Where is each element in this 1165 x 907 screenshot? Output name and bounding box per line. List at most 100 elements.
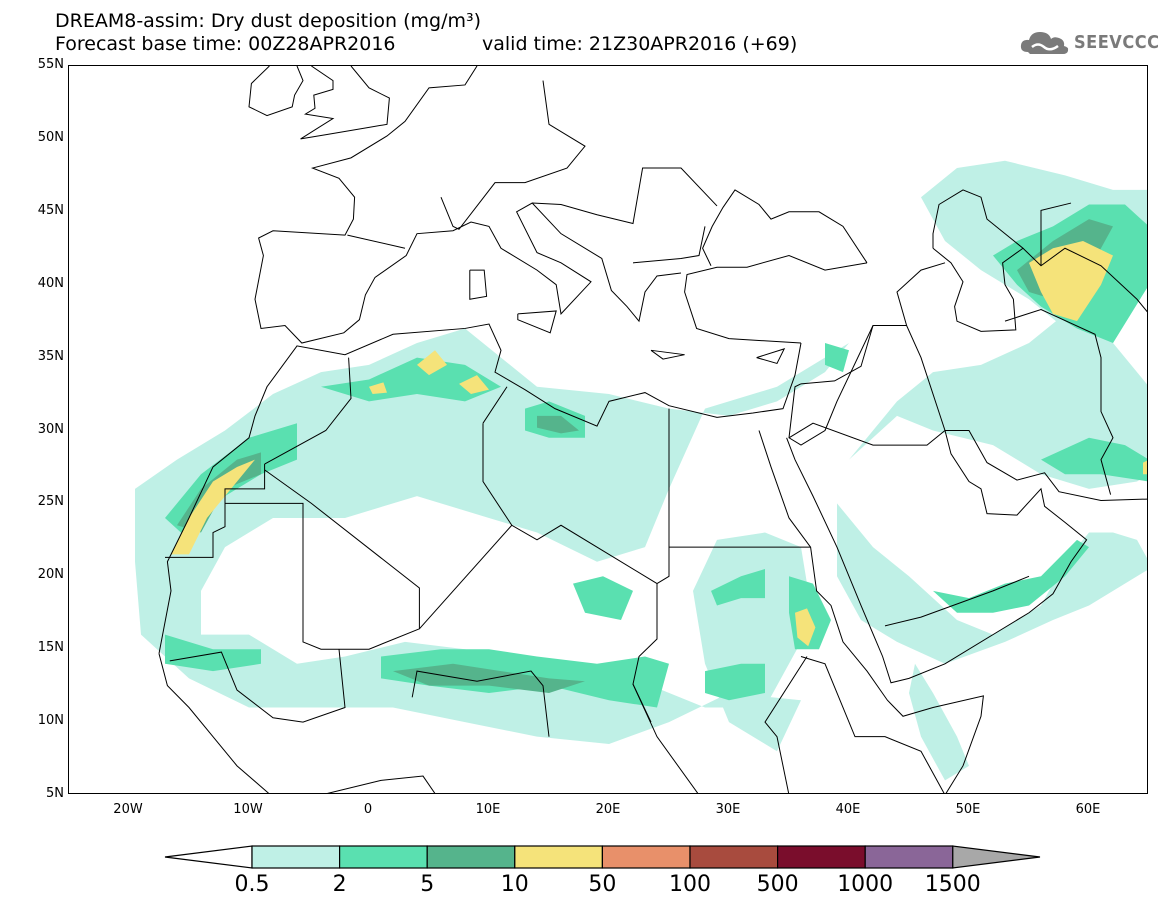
colorbar-high-arrow <box>952 845 1041 869</box>
lat-label: 35N <box>37 348 64 364</box>
lat-label: 15N <box>37 640 64 656</box>
lat-label: 55N <box>37 57 64 72</box>
colorbar-label: 1500 <box>924 872 981 897</box>
colorbar-label: 5 <box>420 872 435 897</box>
coast-ireland <box>248 66 304 117</box>
border-balkans <box>532 167 718 225</box>
coast-west-africa <box>158 653 436 793</box>
border-algeria-niger <box>419 524 513 630</box>
coast-caspian <box>932 189 1024 332</box>
seevccc-logo: SEEVCCC <box>1018 28 1159 56</box>
lat-label: 45N <box>37 202 64 218</box>
border-kazakh-uzbek <box>1040 202 1072 266</box>
border-sudan-ethiopia <box>764 656 808 793</box>
dust-level-0.5-somalia <box>909 663 969 781</box>
lon-label: 0 <box>363 802 373 817</box>
border-pyrenees <box>347 234 406 249</box>
colorbar-label: 50 <box>588 872 617 897</box>
lat-label: 30N <box>37 421 64 437</box>
dust-level-2-sudan <box>711 569 765 606</box>
border-mali-mauritania <box>225 469 420 650</box>
dust-level-10-eritrea <box>795 608 816 647</box>
lon-label: 50E <box>955 802 981 817</box>
colorbar-segment <box>601 845 691 869</box>
logo-text: SEEVCCC <box>1074 31 1160 53</box>
border-niger-nigeria <box>411 670 550 737</box>
dust-level-2-chad <box>573 576 633 621</box>
dust-level-5-libya <box>537 415 579 434</box>
dust-level-0.5-sahara <box>135 328 849 752</box>
coast-turkey <box>684 255 868 344</box>
colorbar-label: 100 <box>669 872 711 897</box>
dust-level-10-algeria <box>417 350 447 376</box>
border-syria-iraq <box>800 325 874 385</box>
colorbar-segment <box>251 845 341 869</box>
coastlines-and-borders <box>158 66 1147 793</box>
border-libya-chad <box>482 423 658 723</box>
colorbar-label: 10 <box>500 872 529 897</box>
lat-label: 25N <box>37 494 64 510</box>
dust-level-2-algeria <box>321 357 501 402</box>
dust-level-0.5-iran <box>849 313 1147 489</box>
dust-level-2-oman <box>933 539 1089 613</box>
dust-deposition-contours <box>135 160 1147 781</box>
coast-north-africa <box>158 323 802 654</box>
dust-level-10-iran-south <box>1143 460 1147 475</box>
coast-iran <box>945 430 1147 501</box>
dust-level-2-sudan-south <box>705 663 765 701</box>
lon-label: 60E <box>1075 802 1101 817</box>
border-alps-central <box>440 80 586 230</box>
lat-label: 40N <box>37 275 64 291</box>
dust-level-2-syria <box>825 343 849 373</box>
coast-sicily <box>517 310 557 334</box>
border-caucasus <box>896 262 946 326</box>
cloud-icon <box>1020 32 1069 54</box>
colorbar-segment <box>864 845 954 869</box>
lon-label: 10E <box>475 802 501 817</box>
border-uzbek-turkmen <box>1022 247 1147 313</box>
coast-black-sea <box>702 189 868 266</box>
dust-level-10-algeria-west <box>369 382 387 395</box>
lon-label: 10W <box>233 802 263 817</box>
forecast-base-time: Forecast base time: 00Z28APR2016 <box>55 33 396 55</box>
lat-label: 5N <box>46 786 64 801</box>
map-title: DREAM8-assim: Dry dust deposition (mg/m³… <box>55 10 482 32</box>
dust-level-2-senegal <box>165 634 261 672</box>
lat-label: 10N <box>37 713 64 729</box>
colorbar <box>164 845 1041 869</box>
border-saudi-yemen <box>884 575 1030 627</box>
dust-deposition-map <box>135 66 1147 793</box>
coast-red-sea-africa <box>758 430 984 793</box>
colorbar-segment <box>426 845 516 869</box>
coast-arabia <box>786 430 1088 684</box>
colorbar-low-arrow <box>164 845 253 869</box>
border-levant-iraq <box>788 325 946 446</box>
colorbar-label: 0.5 <box>234 872 270 897</box>
coast-britain-west <box>300 66 335 140</box>
lat-label: 20N <box>37 567 64 583</box>
dust-level-10-westsahara <box>171 459 255 555</box>
colorbar-segment <box>514 845 603 869</box>
coast-sardinia <box>469 269 488 300</box>
border-greece-bulgaria <box>632 226 706 264</box>
border-west-africa <box>169 649 346 723</box>
border-iran-east <box>1004 308 1114 495</box>
border-saudi-north <box>788 422 946 446</box>
dust-level-2-iran-south <box>1041 437 1147 482</box>
map-panel <box>68 65 1148 794</box>
lon-label: 20W <box>113 802 143 817</box>
colorbar-label: 1000 <box>837 872 894 897</box>
valid-time: valid time: 21Z30APR2016 (+69) <box>482 33 798 55</box>
coast-cyprus <box>756 348 786 365</box>
colorbar-segment <box>689 845 779 869</box>
border-western-sahara <box>165 464 266 558</box>
coast-crete <box>650 349 685 360</box>
colorbar-label: 500 <box>756 872 799 897</box>
lat-label: 50N <box>37 129 64 145</box>
lon-label: 30E <box>715 802 741 817</box>
border-tunisia <box>482 386 508 424</box>
border-morocco-algeria <box>264 357 352 465</box>
colorbar-segment <box>776 845 866 869</box>
lon-label: 40E <box>835 802 861 817</box>
border-car <box>632 683 699 793</box>
